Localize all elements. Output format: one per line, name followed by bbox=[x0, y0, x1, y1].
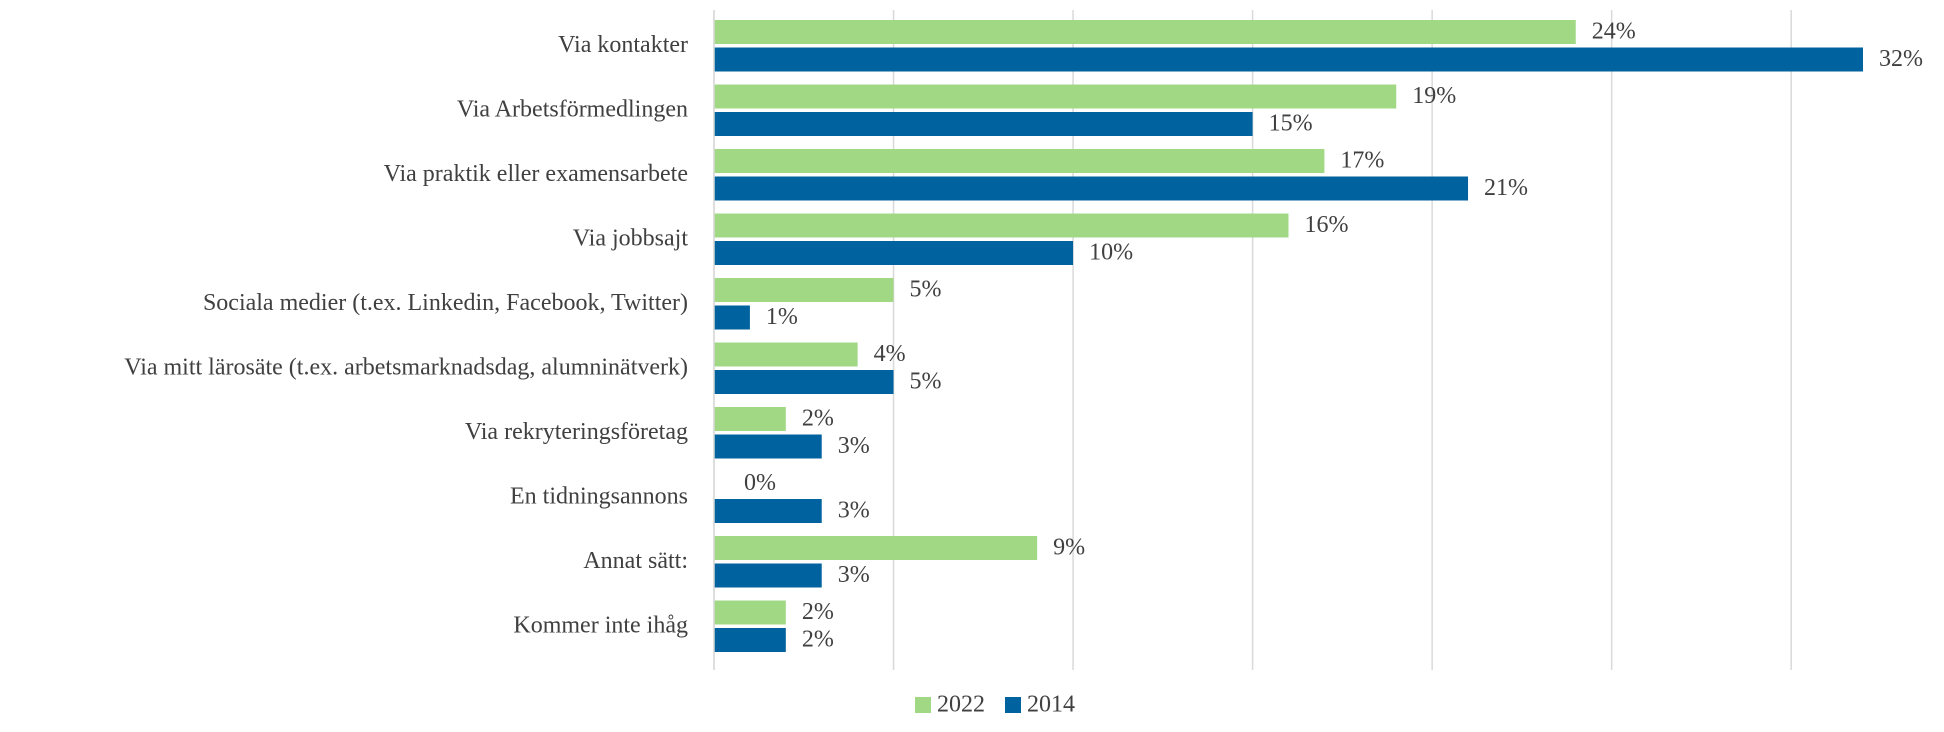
category-label: Sociala medier (t.ex. Linkedin, Facebook… bbox=[203, 290, 688, 316]
value-label: 2% bbox=[802, 599, 834, 625]
value-label: 19% bbox=[1412, 83, 1456, 109]
legend-label: 2014 bbox=[1027, 692, 1075, 718]
bar bbox=[714, 149, 1325, 173]
bar bbox=[714, 241, 1074, 265]
value-label: 3% bbox=[838, 433, 870, 459]
value-label: 17% bbox=[1340, 148, 1384, 174]
value-label: 10% bbox=[1089, 240, 1133, 266]
bar bbox=[714, 20, 1576, 44]
bar bbox=[714, 342, 858, 367]
value-label: 5% bbox=[910, 369, 942, 395]
bar bbox=[714, 278, 894, 302]
bar bbox=[714, 370, 894, 394]
bar bbox=[714, 536, 1038, 560]
bar bbox=[714, 499, 822, 523]
bar bbox=[714, 176, 1469, 201]
value-label: 0% bbox=[744, 470, 776, 496]
value-label: 15% bbox=[1269, 111, 1313, 137]
bar bbox=[714, 213, 1289, 238]
category-label: Via jobbsajt bbox=[573, 225, 689, 251]
category-label: Via mitt lärosäte (t.ex. arbetsmarknadsd… bbox=[124, 354, 688, 380]
category-label: Kommer inte ihåg bbox=[513, 612, 688, 638]
value-label: 3% bbox=[838, 562, 870, 588]
bar bbox=[714, 84, 1397, 109]
category-label: Via kontakter bbox=[558, 32, 688, 58]
bar bbox=[714, 112, 1253, 136]
legend-swatch bbox=[1005, 697, 1021, 713]
bar bbox=[714, 407, 786, 431]
bar bbox=[714, 600, 786, 625]
value-label: 1% bbox=[766, 304, 798, 330]
value-label: 32% bbox=[1879, 46, 1923, 72]
bar bbox=[714, 47, 1863, 72]
value-label: 5% bbox=[910, 277, 942, 303]
legend-label: 2022 bbox=[937, 692, 985, 718]
bar bbox=[714, 563, 822, 588]
legend-swatch bbox=[915, 697, 931, 713]
bar bbox=[714, 305, 750, 330]
value-label: 4% bbox=[874, 341, 906, 367]
category-label: Annat sätt: bbox=[583, 548, 688, 574]
bar bbox=[714, 434, 822, 459]
bar bbox=[714, 628, 786, 652]
category-label: Via rekryteringsföretag bbox=[465, 419, 688, 445]
value-label: 3% bbox=[838, 498, 870, 524]
value-label: 16% bbox=[1305, 212, 1349, 238]
category-label: Via praktik eller examensarbete bbox=[384, 161, 688, 187]
value-label: 24% bbox=[1592, 19, 1636, 45]
value-label: 2% bbox=[802, 406, 834, 432]
category-label: Via Arbetsförmedlingen bbox=[457, 96, 688, 122]
value-label: 2% bbox=[802, 627, 834, 653]
value-label: 21% bbox=[1484, 175, 1528, 201]
value-label: 9% bbox=[1053, 535, 1085, 561]
category-label: En tidningsannons bbox=[510, 483, 688, 509]
